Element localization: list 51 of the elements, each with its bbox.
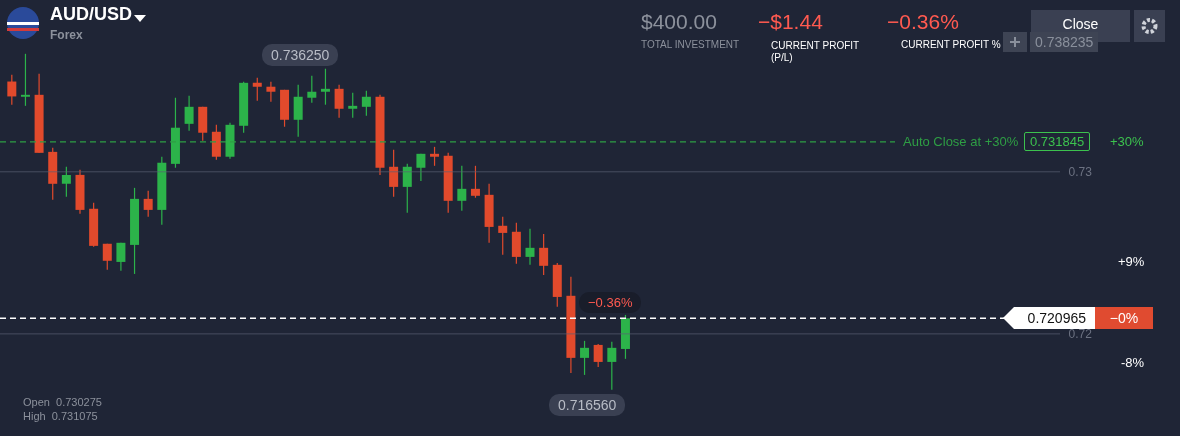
candlestick [593,343,603,368]
annotation: CURRENT PROFIT % [901,39,1001,50]
annotation: 0.731845 [1024,131,1091,151]
candlestick [293,84,303,138]
ref-line-label: Auto Close at +30% [903,133,1019,149]
candlestick [498,216,508,256]
annotation: −0.36% [887,10,959,33]
candlestick [607,341,617,391]
annotation: Open 0.730275 [23,396,102,408]
candlestick [143,190,153,218]
candlestick [457,165,467,212]
candlestick [334,84,344,119]
annotation: −$1.44 [758,10,823,33]
y-tick-label: 0.72 [1068,327,1093,342]
text: +9% [1118,253,1145,269]
text: Forex [50,28,83,42]
annotation: −0.36% [579,291,642,313]
text: +30% [1110,133,1144,149]
candlestick [389,149,399,198]
candlestick [307,75,317,104]
candlestick [266,81,276,103]
candlestick [102,243,112,271]
candlestick [539,233,549,276]
annotation: 0.716560 [549,394,626,416]
annotation: High 0.731075 [23,410,98,422]
candlestick [116,242,126,272]
annotation: CURRENT PROFIT (P/L) [771,40,860,64]
candlestick [470,165,480,199]
candlestick [320,68,330,106]
candlestick [184,95,194,132]
candlestick [61,166,71,198]
annotation: TOTAL INVESTMENT [641,39,740,50]
candlestick [416,153,426,182]
annotation: 0.736250 [262,44,339,66]
candlestick [348,92,358,119]
chart-title: AUD/USD [50,4,133,24]
candlestick [361,90,371,117]
candlestick [252,77,262,102]
candlestick [402,163,412,214]
candlestick [525,228,535,266]
candlestick [7,74,17,106]
annotation: $400.00 [641,10,717,33]
annotation: 0.738235 [1030,32,1099,52]
text: −0% [1095,307,1153,329]
ref-line-label: 0.720965 [1026,310,1086,327]
candlestick [580,340,590,376]
y-tick-label: 0.73 [1068,165,1093,180]
candlestick [430,146,440,167]
candlestick [20,53,30,107]
text: Close [1062,16,1099,32]
text: -8% [1121,354,1145,370]
